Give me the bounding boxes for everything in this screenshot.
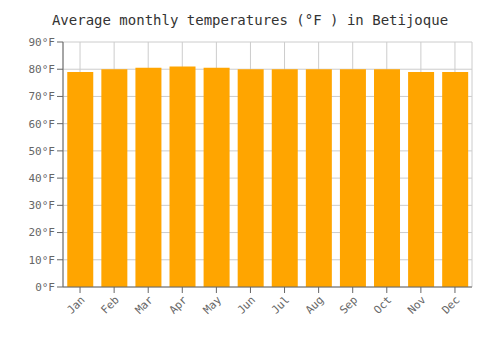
svg-text:Jan: Jan bbox=[64, 293, 87, 316]
svg-text:Mar: Mar bbox=[133, 293, 157, 317]
svg-text:90°F: 90°F bbox=[29, 36, 56, 49]
svg-text:Jun: Jun bbox=[235, 293, 258, 316]
svg-text:40°F: 40°F bbox=[29, 172, 56, 185]
svg-text:Apr: Apr bbox=[167, 293, 191, 317]
svg-text:10°F: 10°F bbox=[29, 254, 56, 267]
svg-text:20°F: 20°F bbox=[29, 226, 56, 239]
svg-text:Feb: Feb bbox=[99, 293, 122, 316]
svg-text:Dec: Dec bbox=[439, 293, 462, 316]
svg-text:Oct: Oct bbox=[371, 293, 394, 316]
svg-text:Aug: Aug bbox=[303, 293, 326, 316]
svg-text:70°F: 70°F bbox=[29, 90, 56, 103]
svg-text:May: May bbox=[201, 293, 225, 317]
svg-text:Nov: Nov bbox=[405, 293, 429, 317]
html-text:Average monthly temperatures (: Average monthly temperatures (°F ) in Be… bbox=[51, 12, 449, 28]
svg-text:80°F: 80°F bbox=[29, 63, 56, 76]
svg-text:30°F: 30°F bbox=[29, 199, 56, 212]
svg-text:0°F: 0°F bbox=[35, 281, 55, 294]
svg-text:Jul: Jul bbox=[269, 293, 292, 316]
svg-text:60°F: 60°F bbox=[29, 118, 56, 131]
svg-text:50°F: 50°F bbox=[29, 145, 56, 158]
svg-text:Sep: Sep bbox=[337, 293, 360, 316]
